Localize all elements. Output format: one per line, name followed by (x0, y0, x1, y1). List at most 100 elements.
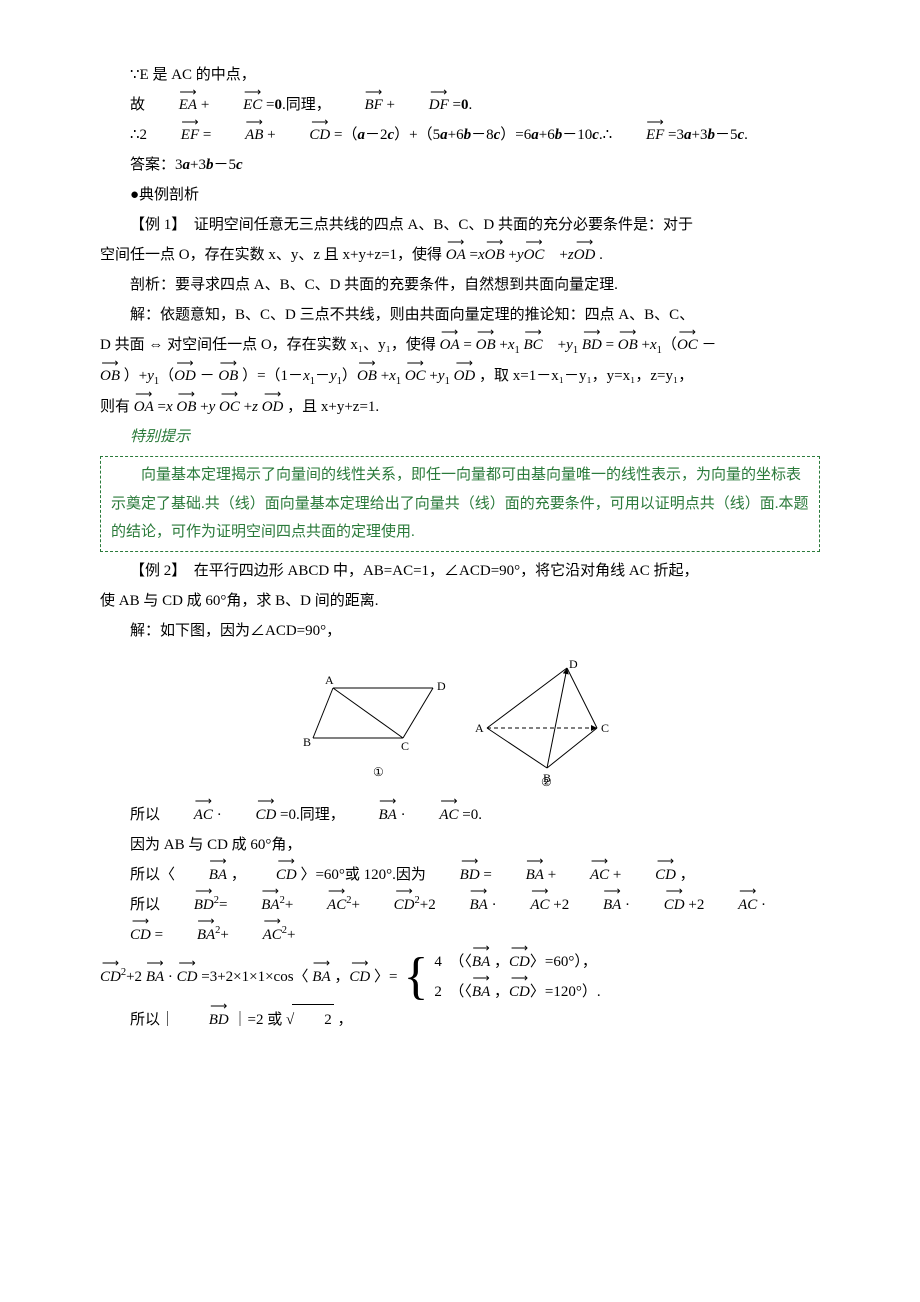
vector-AC: AC (500, 890, 549, 920)
tip-text: 向量基本定理揭示了向量间的线性关系，即任一向量都可由基向量唯一的线性表示，为向量… (111, 467, 809, 540)
text: 解：如下图，因为∠ACD=90°， (130, 623, 341, 639)
vector-BD: BD (179, 1005, 229, 1035)
vector-EF: EF (151, 120, 199, 150)
brace-icon: { (403, 951, 428, 1003)
vector-BA: BA (349, 800, 397, 830)
vector-BD: BD (582, 330, 602, 360)
example-1-sol1: 解：依题意知，B、C、D 三点不共线，则由共面向量定理的推论知：四点 A、B、C… (100, 300, 820, 330)
case-2: 2 （〈BA ，CD〉=120°）. (434, 980, 600, 1004)
text: D 共面 ⇔ 对空间任一点 O，存在实数 x₁、y₁，使得 (100, 337, 436, 353)
svg-text:C: C (401, 739, 409, 753)
example-1-sol4: 则有 OA =x OB +y OC +z OD ，且 x+y+z=1. (100, 392, 820, 422)
vector-OC: OC (677, 330, 698, 360)
text: 4 （〈 (434, 954, 472, 970)
vector-OB: OB (176, 392, 196, 422)
tip-box: 向量基本定理揭示了向量间的线性关系，即任一向量都可由基向量唯一的线性表示，为向量… (100, 456, 820, 552)
example-1-analysis: 剖析：要寻求四点 A、B、C、D 共面的充要条件，自然想到共面向量定理. (100, 270, 820, 300)
vector-CD: CD (634, 890, 685, 920)
body-line: ∴2 EF = AB + CD =（a－2c）+（5a+6b－8c）=6a+6b… (100, 120, 820, 150)
vector-OC: OC (219, 392, 240, 422)
text: ｜=2 或 (233, 1012, 283, 1028)
text: 所以 (130, 807, 160, 823)
vector-BA: BA (439, 890, 487, 920)
svg-text:A: A (325, 673, 334, 687)
body-line: ∵E 是 AC 的中点， (100, 60, 820, 90)
example-1-label: 【例 1】 (130, 217, 179, 233)
vector-CD: CD (100, 962, 121, 992)
ex2-line4: 所以 BD2= BA2+ AC2+ CD2+2 BA · AC +2 BA · … (100, 890, 820, 950)
sqrt-value: 2 (292, 1004, 334, 1035)
ex2-line-so1: 所以 AC · CD =0.同理， BA · AC =0. (100, 800, 820, 830)
svg-text:A: A (475, 721, 484, 735)
vector-AC: AC (708, 890, 757, 920)
text: 使 AB 与 CD 成 60°角，求 B、D 间的距离. (100, 593, 379, 609)
vector-CD: CD (364, 890, 415, 920)
svg-text:C: C (601, 721, 609, 735)
example-2-sol: 解：如下图，因为∠ACD=90°， (100, 616, 820, 646)
vector-BC: BC (524, 330, 543, 360)
answer-line: 答案：3a+3b－5c (100, 150, 820, 180)
vector-AC: AC (409, 800, 458, 830)
vector-BA: BA (146, 962, 164, 992)
eq-prefix: =3+2×1×1×cos〈 (201, 969, 308, 985)
svg-text:D: D (569, 658, 578, 671)
text: 所以｜ (130, 1012, 175, 1028)
vector-CD: CD (509, 980, 530, 1004)
vector-OB: OB (476, 330, 496, 360)
cases: 4 （〈BA ，CD〉=60°）， 2 （〈BA ，CD〉=120°）. (434, 950, 600, 1004)
vector-OB: OB (618, 330, 638, 360)
vector-CD: CD (177, 962, 198, 992)
vector-AB: AB (215, 120, 263, 150)
vector-OD: OD (574, 240, 596, 270)
vector-AC: AC (164, 800, 213, 830)
vector-DF: DF (399, 90, 449, 120)
vector-OD: OD (262, 392, 284, 422)
vector-AC: AC (233, 920, 282, 950)
tip-title: 特别提示 (100, 422, 820, 452)
vector-BA: BA (472, 980, 490, 1004)
tip-title-text: 特别提示 (130, 429, 190, 445)
text: =0.同理， (280, 807, 345, 823)
svg-text:B: B (303, 735, 311, 749)
vector-BA: BA (312, 962, 330, 992)
text: 〉=60°）， (530, 954, 597, 970)
example-2-body1: 在平行四边形 ABCD 中，AB=AC=1，∠ACD=90°，将它沿对角线 AC… (194, 563, 699, 579)
text: =0. (462, 807, 482, 823)
text: 剖析：要寻求四点 A、B、C、D 共面的充要条件，自然想到共面向量定理. (130, 277, 618, 293)
vector-AC: AC (297, 890, 346, 920)
figure-2: A B C D ② (467, 658, 627, 788)
example-1-sol3: OB ）+y1（OD － OB ）=（1－x1－y1）OB +x1 OC +y1… (100, 361, 820, 392)
figure-1: A B C D ① (293, 658, 463, 788)
vector-OA: OA (446, 240, 466, 270)
svg-text:D: D (437, 679, 446, 693)
vector-OB: OB (100, 361, 120, 391)
vector-OB: OB (485, 240, 505, 270)
vector-OA: OA (134, 392, 154, 422)
vector-CD: CD (349, 962, 370, 992)
example-2-label: 【例 2】 (130, 563, 179, 579)
text-and: 且 x+y+z=1. (302, 399, 379, 415)
vector-BF: BF (334, 90, 382, 120)
vector-OC: OC (524, 240, 545, 270)
example-1-body: 证明空间任意无三点共线的四点 A、B、C、D 共面的充分必要条件是：对于 (194, 217, 693, 233)
text-then: 则有 (100, 399, 130, 415)
vector-OD: OD (454, 361, 476, 391)
vector-CD: CD (279, 120, 330, 150)
figure-2-label: ② (541, 775, 552, 788)
text: 〉=120°）. (530, 984, 601, 1000)
vector-CD: CD (225, 800, 276, 830)
ex2-final: 所以｜ BD ｜=2 或 √2 ， (100, 1004, 820, 1035)
text-xyz: x=1－x₁－y₁，y=x₁，z=y₁， (513, 368, 693, 384)
vector-BA: BA (167, 920, 215, 950)
lhs: CD2+2 BA · CD =3+2×1×1×cos〈 BA ，CD 〉= (100, 962, 397, 992)
vector-BA: BA (573, 890, 621, 920)
text: 空间任一点 O，存在实数 x、y、z 且 x+y+z=1，使得 (100, 247, 442, 263)
vector-OC: OC (405, 361, 426, 391)
vector-CD: CD (100, 920, 151, 950)
text-take: 取 (494, 368, 509, 384)
vector-OB: OB (357, 361, 377, 391)
figure-container: A B C D ① A B C D ② (100, 658, 820, 788)
section-heading: ●典例剖析 (100, 180, 820, 210)
example-2-title-line: 【例 2】 在平行四边形 ABCD 中，AB=AC=1，∠ACD=90°，将它沿… (100, 556, 820, 586)
text: 2 （〈 (434, 984, 472, 1000)
